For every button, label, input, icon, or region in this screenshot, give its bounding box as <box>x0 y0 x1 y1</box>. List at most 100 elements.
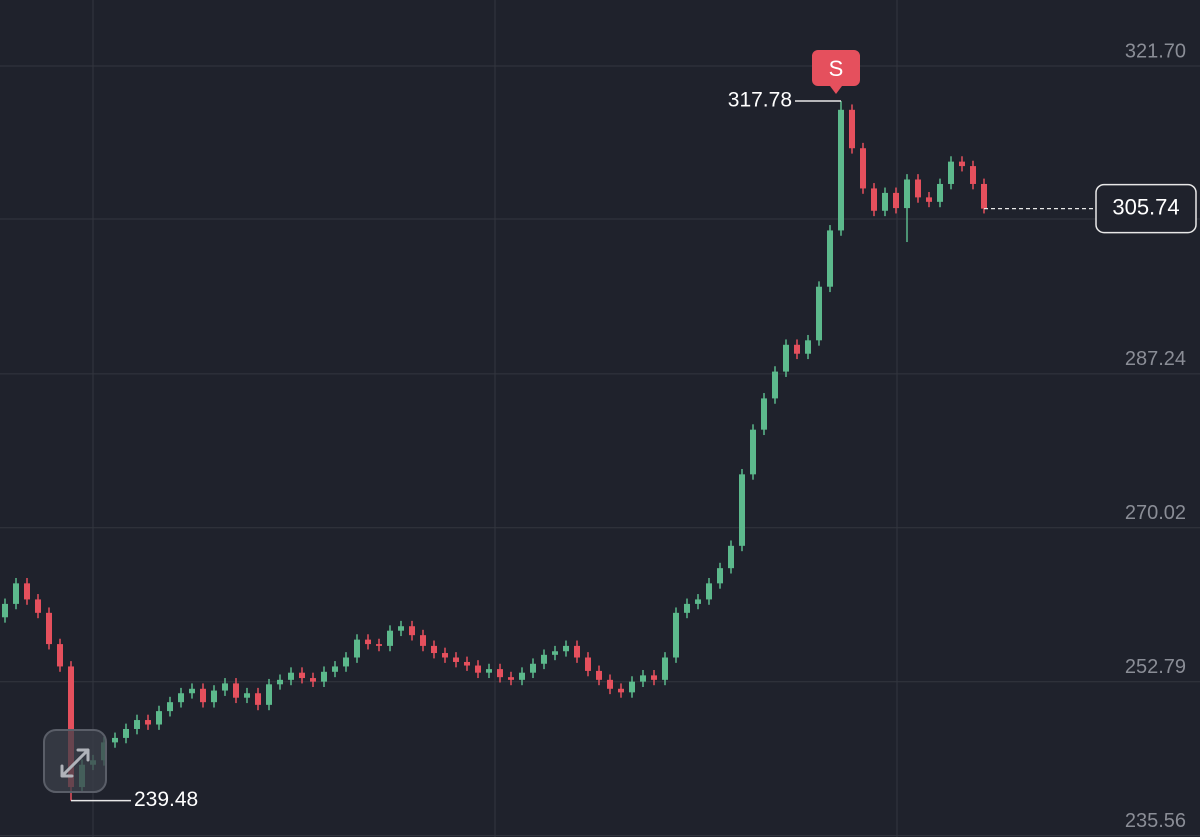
candle-body <box>706 583 712 600</box>
candle-body <box>420 635 426 646</box>
candle-body <box>695 599 701 604</box>
candle-body <box>13 583 19 604</box>
candle-body <box>431 645 437 654</box>
candle-body <box>464 661 470 666</box>
candle-body <box>827 230 833 287</box>
candle-body <box>651 675 657 680</box>
candle-body <box>233 683 239 698</box>
candle-body <box>134 720 140 729</box>
expand-icon <box>60 748 90 778</box>
candle-body <box>750 429 756 475</box>
grid: 321.70 287.24 270.02 252.79 235.56 <box>0 40 1200 837</box>
candle-body <box>68 666 74 788</box>
candle-body <box>156 711 162 725</box>
candle-body <box>200 688 206 703</box>
candle-body <box>398 626 404 631</box>
candle-body <box>915 179 921 198</box>
candle-body <box>959 161 965 167</box>
candle-body <box>552 651 558 655</box>
candle-body <box>332 666 338 672</box>
candle-body <box>981 183 987 209</box>
candle-body <box>2 603 8 618</box>
candle-body <box>761 398 767 430</box>
candle-body <box>354 639 360 658</box>
y-tick-label: 235.56 <box>1125 810 1186 832</box>
candle-body <box>893 192 899 209</box>
candle-body <box>167 702 173 712</box>
candle-body <box>816 286 822 341</box>
high-label: 317.78 <box>728 89 792 112</box>
expand-button[interactable] <box>43 729 107 793</box>
candle-body <box>882 192 888 211</box>
candle-body <box>24 583 30 600</box>
candle-body <box>739 474 745 546</box>
signal-label: S <box>829 56 844 81</box>
candle-body <box>684 603 690 613</box>
candle-body <box>530 663 536 673</box>
last-price-label: 305.74 <box>1112 194 1179 219</box>
candle-body <box>838 109 844 231</box>
candle-body <box>486 669 492 673</box>
candle-body <box>288 672 294 680</box>
y-tick-label: 287.24 <box>1125 348 1186 370</box>
candle-body <box>57 644 63 667</box>
candle-body <box>277 679 283 685</box>
candle-body <box>860 148 866 189</box>
overlay: 317.78 S 239.48 305.74 <box>71 50 1197 811</box>
candle-body <box>618 688 624 693</box>
candle-body <box>266 684 272 705</box>
candle-body <box>607 679 613 689</box>
candle-body <box>189 688 195 694</box>
candle-body <box>222 683 228 691</box>
candle-body <box>673 612 679 658</box>
candle-body <box>387 630 393 646</box>
candle-body <box>596 670 602 680</box>
candle-body <box>508 677 514 680</box>
candle-body <box>475 665 481 673</box>
candle-body <box>662 657 668 680</box>
candle-body <box>783 344 789 372</box>
signal-badge <box>812 50 860 94</box>
candle-body <box>772 371 778 399</box>
candle-body <box>442 653 448 658</box>
candle-body <box>35 599 41 613</box>
candle-body <box>629 681 635 693</box>
candle-body <box>365 639 371 645</box>
candle-body <box>46 612 52 645</box>
candle-body <box>519 672 525 680</box>
candle-body <box>640 675 646 682</box>
candle-body <box>211 690 217 703</box>
candle-body <box>453 657 459 662</box>
candle-body <box>585 657 591 671</box>
candle-body <box>310 678 316 682</box>
candle-body <box>970 166 976 184</box>
candle-body <box>541 654 547 664</box>
candle-body <box>299 672 305 679</box>
candle-body <box>563 645 569 652</box>
y-tick-label: 321.70 <box>1125 40 1186 62</box>
candle-body <box>574 645 580 658</box>
candle-body <box>849 109 855 149</box>
candle-body <box>244 693 250 698</box>
candle-body <box>321 671 327 682</box>
low-label: 239.48 <box>134 788 198 811</box>
candle-body <box>926 197 932 202</box>
candle-body <box>871 188 877 211</box>
candle-body <box>794 344 800 354</box>
y-tick-label: 270.02 <box>1125 502 1186 524</box>
candle-body <box>178 693 184 703</box>
candle-body <box>937 183 943 202</box>
y-tick-label: 252.79 <box>1125 656 1186 678</box>
candle-body <box>409 626 415 636</box>
candle-body <box>728 545 734 569</box>
candle-body <box>497 669 503 678</box>
candle-body <box>255 693 261 705</box>
candle-body <box>717 568 723 584</box>
candle-body <box>805 340 811 354</box>
candle-body <box>145 720 151 725</box>
candle-body <box>904 179 910 209</box>
candle-body <box>343 657 349 667</box>
